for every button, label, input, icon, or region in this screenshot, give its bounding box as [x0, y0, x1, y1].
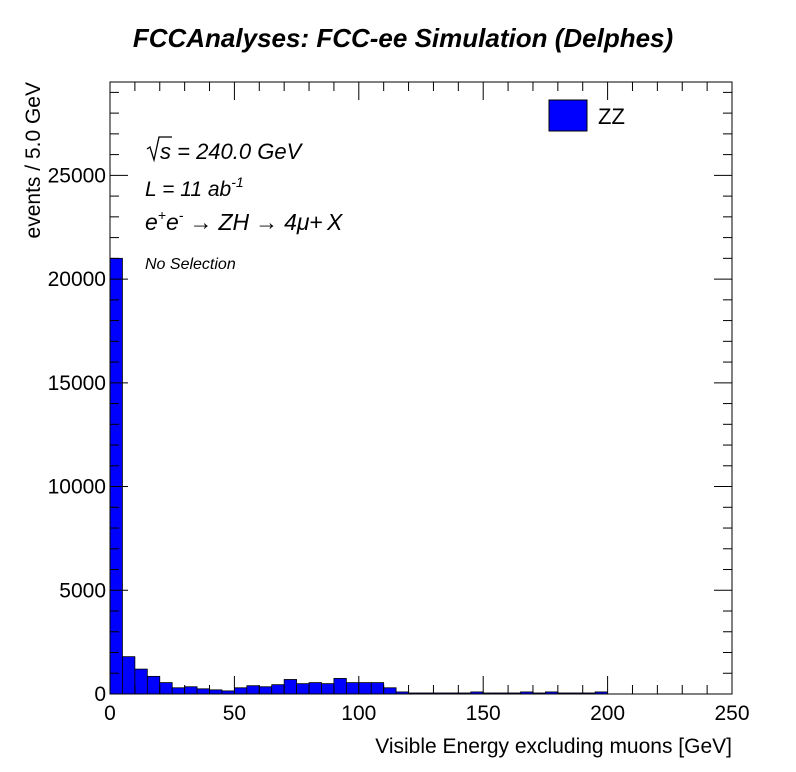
y-axis-label: events / 5.0 GeV [22, 82, 45, 238]
y-tick-label: 15000 [48, 372, 106, 395]
y-tick-label: 25000 [48, 164, 106, 187]
process-plus: + [310, 209, 323, 235]
histogram-bar [122, 656, 136, 695]
process-e-plus-sup: + [158, 207, 166, 223]
x-axis-label: Visible Energy excluding muons [GeV] [375, 735, 732, 758]
histogram-bar [345, 682, 360, 695]
sqrt-s-value: = 240.0 GeV [171, 139, 304, 164]
histogram-bar [296, 683, 310, 695]
plot-frame [109, 81, 733, 695]
process-annotation: e+e- → ZH → 4μ+ X [145, 207, 344, 235]
x-axis-ticks: 0 50 100 150 200 250 [104, 82, 750, 725]
luminosity-exponent: -1 [231, 174, 243, 190]
histogram-bar [171, 687, 186, 695]
process-arrow-2: → [255, 209, 278, 235]
sqrt-s-annotation: s = 240.0 GeV [146, 136, 304, 164]
histogram-bar [233, 687, 248, 695]
chart-title: FCCAnalyses: FCC-ee Simulation (Delphes) [133, 23, 673, 53]
legend: ZZ [548, 99, 625, 132]
histogram-bars [109, 257, 608, 695]
histogram-bar [146, 675, 161, 695]
histogram-bar [358, 682, 372, 695]
sqrt-symbol [146, 136, 172, 163]
legend-swatch-zz [548, 99, 588, 132]
histogram-bar [184, 686, 198, 695]
y-tick-label: 0 [94, 683, 106, 706]
process-four-mu: 4μ [284, 209, 310, 235]
histogram-bar [258, 686, 273, 695]
histogram-bar [134, 668, 148, 695]
histogram-bar [209, 689, 223, 695]
process-e-minus-sup: - [179, 207, 184, 223]
y-axis-ticks: 0 5000 10000 15000 20000 25000 [48, 91, 732, 706]
process-e-plus: e [145, 209, 158, 235]
luminosity-base: L = 11 ab [145, 178, 232, 201]
histogram-bar [196, 688, 210, 695]
histogram-bar [271, 684, 285, 695]
y-tick-label: 10000 [48, 476, 106, 499]
x-tick-label: 250 [714, 702, 749, 725]
histogram-bar [321, 683, 335, 695]
histogram-bar [383, 687, 397, 695]
process-x: X [326, 209, 344, 235]
histogram-bar [109, 257, 123, 695]
sqrt-s-variable: s [160, 139, 171, 164]
y-tick-label: 5000 [59, 579, 106, 602]
legend-label-zz: ZZ [598, 104, 625, 129]
histogram-bar [246, 685, 260, 695]
histogram-bar [370, 682, 385, 695]
sqrt-s-text: s = 240.0 GeV [160, 139, 304, 164]
x-tick-label: 0 [104, 702, 116, 725]
histogram-bar [159, 682, 173, 695]
selection-annotation: No Selection [145, 256, 236, 273]
x-tick-label: 100 [341, 702, 376, 725]
process-zh: ZH [217, 209, 249, 235]
y-tick-label: 20000 [48, 268, 106, 291]
process-arrow-1: → [189, 209, 212, 235]
x-tick-label: 200 [590, 702, 625, 725]
histogram-bar [283, 679, 298, 695]
histogram-bar [308, 682, 322, 695]
histogram-bar [333, 678, 347, 695]
x-tick-label: 50 [223, 702, 246, 725]
luminosity-annotation: L = 11 ab-1 [145, 174, 244, 201]
x-tick-label: 150 [466, 702, 501, 725]
process-e-minus: e [166, 209, 179, 235]
